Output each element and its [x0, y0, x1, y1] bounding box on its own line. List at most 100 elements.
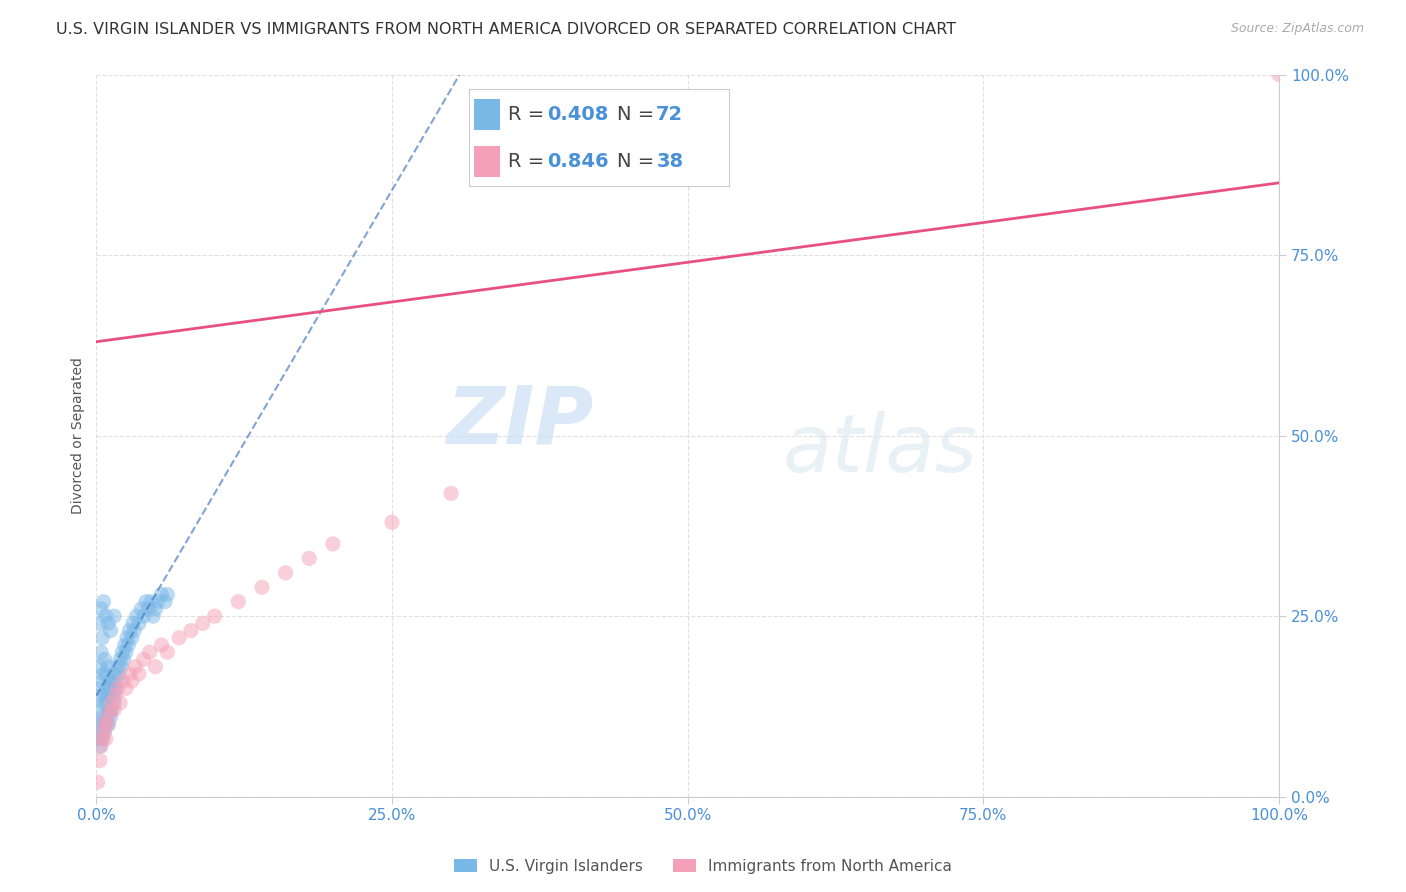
Point [111, 674, 134, 689]
Legend: U.S. Virgin Islanders, Immigrants from North America: U.S. Virgin Islanders, Immigrants from N… [447, 853, 959, 880]
Point [100, 703, 122, 717]
Point [145, 659, 167, 673]
Point [91, 731, 114, 746]
Point [108, 667, 131, 681]
Point [89, 616, 111, 631]
Point [138, 602, 160, 616]
Point [105, 674, 128, 689]
Point [114, 638, 136, 652]
Point [90, 645, 112, 659]
Point [93, 696, 115, 710]
Point [132, 652, 155, 666]
Point [298, 551, 321, 566]
Point [204, 609, 226, 624]
Point [118, 667, 141, 681]
Point [96, 681, 118, 696]
Point [150, 587, 173, 601]
Point [107, 681, 129, 696]
Point [132, 609, 155, 624]
Point [94, 609, 117, 624]
Point [135, 595, 157, 609]
Point [100, 710, 122, 724]
Point [115, 681, 138, 696]
Point [86, 731, 108, 746]
Point [381, 515, 404, 529]
Point [94, 696, 117, 710]
Point [129, 602, 152, 616]
Point [93, 724, 115, 739]
Point [94, 717, 117, 731]
Point [97, 717, 120, 731]
Point [93, 717, 115, 731]
Point [156, 645, 179, 659]
Point [103, 696, 125, 710]
Point [97, 689, 120, 703]
Point [274, 566, 297, 580]
Point [167, 631, 190, 645]
Point [97, 717, 120, 731]
Point [97, 616, 120, 631]
Point [121, 674, 143, 689]
Point [103, 667, 125, 681]
Point [250, 580, 273, 594]
Point [91, 710, 114, 724]
Point [93, 689, 115, 703]
Point [150, 638, 173, 652]
Point [96, 710, 118, 724]
Point [142, 609, 165, 624]
Point [125, 609, 148, 624]
Point [89, 754, 111, 768]
Text: Source: ZipAtlas.com: Source: ZipAtlas.com [1230, 22, 1364, 36]
Point [98, 703, 121, 717]
Point [111, 645, 134, 659]
Point [100, 703, 122, 717]
Point [128, 616, 150, 631]
Point [89, 659, 111, 673]
Point [93, 667, 115, 681]
Point [180, 624, 202, 638]
Point [93, 595, 115, 609]
Point [139, 595, 162, 609]
Point [104, 681, 127, 696]
Point [153, 595, 176, 609]
Point [87, 681, 110, 696]
Point [98, 674, 121, 689]
Point [124, 659, 146, 673]
Point [93, 724, 115, 739]
Point [101, 689, 124, 703]
Point [87, 717, 110, 731]
Point [103, 703, 125, 717]
Point [118, 624, 141, 638]
Point [90, 602, 112, 616]
Point [100, 624, 122, 638]
Point [117, 638, 139, 652]
Point [103, 609, 125, 624]
Point [90, 689, 112, 703]
Point [96, 710, 118, 724]
Point [145, 602, 167, 616]
Point [115, 645, 138, 659]
Point [322, 537, 344, 551]
Point [110, 659, 132, 673]
Point [89, 739, 111, 753]
Point [128, 667, 150, 681]
Point [91, 631, 114, 645]
Point [100, 681, 122, 696]
Point [1268, 68, 1291, 82]
Point [115, 631, 138, 645]
Point [91, 731, 114, 746]
Point [89, 703, 111, 717]
Point [226, 595, 249, 609]
Point [100, 674, 122, 689]
Point [104, 689, 127, 703]
Text: atlas: atlas [782, 411, 977, 489]
Point [122, 624, 145, 638]
Y-axis label: Divorced or Separated: Divorced or Separated [72, 357, 86, 514]
Point [122, 616, 145, 631]
Point [97, 659, 120, 673]
Point [107, 659, 129, 673]
Point [90, 724, 112, 739]
Point [440, 486, 463, 500]
Point [86, 775, 108, 789]
Text: ZIP: ZIP [446, 382, 593, 460]
